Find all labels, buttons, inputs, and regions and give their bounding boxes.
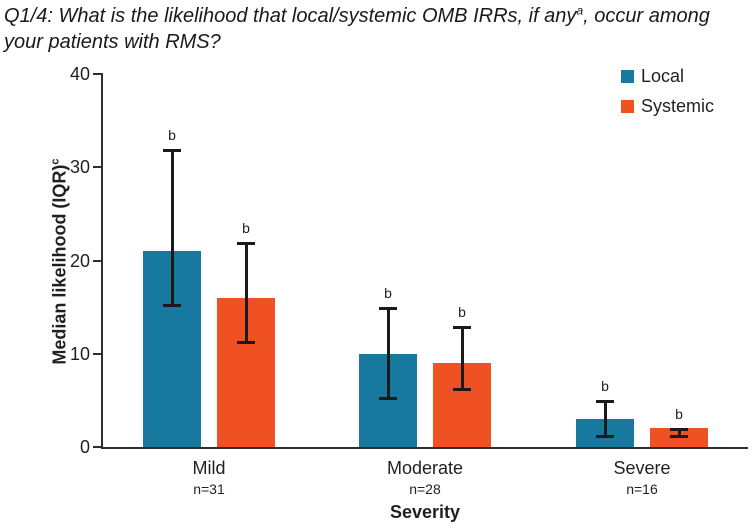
error-bar-top-cap-local-mild	[163, 148, 181, 152]
error-bar-top-cap-systemic-moderate	[453, 325, 471, 329]
error-bar-bottom-cap-systemic-severe	[670, 434, 688, 438]
y-tick-label: 40	[69, 64, 90, 84]
error-bar-local-severe	[603, 400, 607, 438]
legend-swatch-systemic	[621, 100, 634, 113]
chart-title-suffix: , occur among your patients with RMS?	[4, 5, 710, 53]
chart-title-text: Q1/4: What is the likelihood that local/…	[4, 5, 577, 27]
error-bar-bottom-cap-systemic-mild	[237, 341, 255, 345]
legend: Local Systemic	[621, 66, 714, 117]
error-bar-systemic-moderate	[460, 325, 464, 392]
legend-label-systemic: Systemic	[641, 96, 715, 116]
error-bar-top-cap-local-moderate	[379, 307, 397, 311]
error-bar-bottom-cap-systemic-moderate	[453, 388, 471, 392]
y-tick-mark	[93, 166, 101, 169]
y-tick-label: 10	[69, 343, 90, 364]
error-bar-top-cap-systemic-mild	[237, 241, 255, 245]
x-n-label-mild: n=31	[193, 481, 225, 497]
significance-label-systemic-severe: b	[675, 406, 683, 423]
legend-item-local: Local	[621, 66, 714, 87]
error-bar-top-cap-local-severe	[596, 400, 614, 404]
significance-label-local-mild: b	[168, 126, 176, 143]
error-bar-local-moderate	[386, 307, 390, 401]
y-tick-mark	[93, 352, 101, 355]
legend-swatch-local	[621, 70, 634, 83]
error-bar-bottom-cap-local-mild	[163, 304, 181, 308]
legend-label-local: Local	[641, 66, 685, 86]
error-bar-bottom-cap-local-moderate	[379, 397, 397, 401]
x-axis-title: Severity	[389, 502, 461, 522]
y-tick-label: 30	[69, 157, 90, 178]
error-bar-bottom-cap-local-severe	[596, 434, 614, 438]
significance-label-local-severe: b	[601, 378, 609, 395]
x-category-label-mild: Mild	[192, 458, 226, 478]
y-tick-label: 0	[79, 437, 90, 457]
significance-label-systemic-moderate: b	[458, 303, 466, 320]
y-tick-mark	[93, 446, 101, 448]
y-tick-label: 20	[69, 250, 90, 271]
chart-title: Q1/4: What is the likelihood that local/…	[4, 3, 750, 55]
x-axis-line	[101, 447, 748, 449]
y-tick-mark	[93, 73, 101, 75]
x-n-label-severe: n=16	[626, 481, 658, 497]
significance-label-systemic-mild: b	[242, 219, 250, 236]
x-category-label-severe: Severe	[613, 458, 671, 478]
x-n-label-moderate: n=28	[409, 481, 441, 497]
error-bar-top-cap-systemic-severe	[670, 428, 688, 432]
x-category-label-moderate: Moderate	[386, 458, 464, 478]
error-bar-local-mild	[170, 148, 174, 308]
error-bar-systemic-mild	[244, 241, 248, 345]
error-bar-systemic-severe	[677, 428, 681, 438]
significance-label-local-moderate: b	[384, 285, 392, 302]
y-tick-mark	[93, 259, 101, 262]
y-axis-line	[101, 73, 103, 449]
title-superscript: a	[576, 3, 584, 18]
legend-item-systemic: Systemic	[621, 96, 714, 117]
